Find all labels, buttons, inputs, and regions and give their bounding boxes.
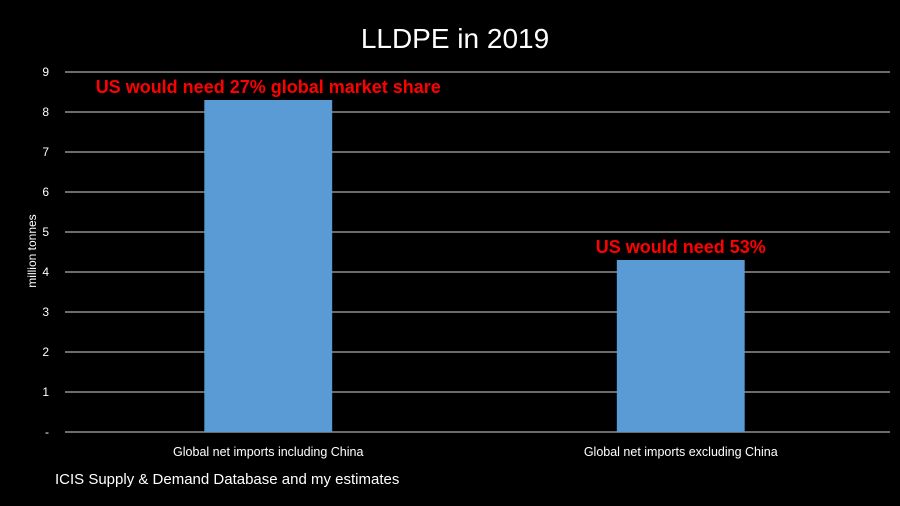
- y-tick-label: 6: [42, 185, 49, 199]
- y-tick-labels: - 1 2 3 4 5 6 7 8 9: [42, 65, 49, 439]
- y-axis-label: million tonnes: [25, 214, 39, 287]
- y-tick-label: 1: [42, 385, 49, 399]
- source-note: ICIS Supply & Demand Database and my est…: [55, 471, 400, 488]
- bar: [204, 100, 333, 432]
- y-tick-label: 2: [42, 345, 49, 359]
- y-tick-label: 8: [42, 105, 49, 119]
- gridlines: [65, 71, 890, 433]
- annotation-label: US would need 27% global market share: [96, 77, 441, 97]
- y-tick-label: 9: [42, 65, 49, 79]
- annotations: US would need 27% global market share US …: [96, 77, 766, 257]
- chart-title: LLDPE in 2019: [361, 23, 549, 54]
- bars: [204, 100, 745, 432]
- annotation-label: US would need 53%: [596, 237, 766, 257]
- bar: [616, 260, 745, 432]
- y-tick-label: -: [45, 425, 49, 439]
- x-tick-labels: Global net imports including China Global…: [173, 445, 778, 459]
- x-tick-label: Global net imports excluding China: [584, 445, 778, 459]
- y-tick-label: 4: [42, 265, 49, 279]
- y-tick-label: 7: [42, 145, 49, 159]
- x-tick-label: Global net imports including China: [173, 445, 363, 459]
- y-tick-label: 3: [42, 305, 49, 319]
- y-tick-label: 5: [42, 225, 49, 239]
